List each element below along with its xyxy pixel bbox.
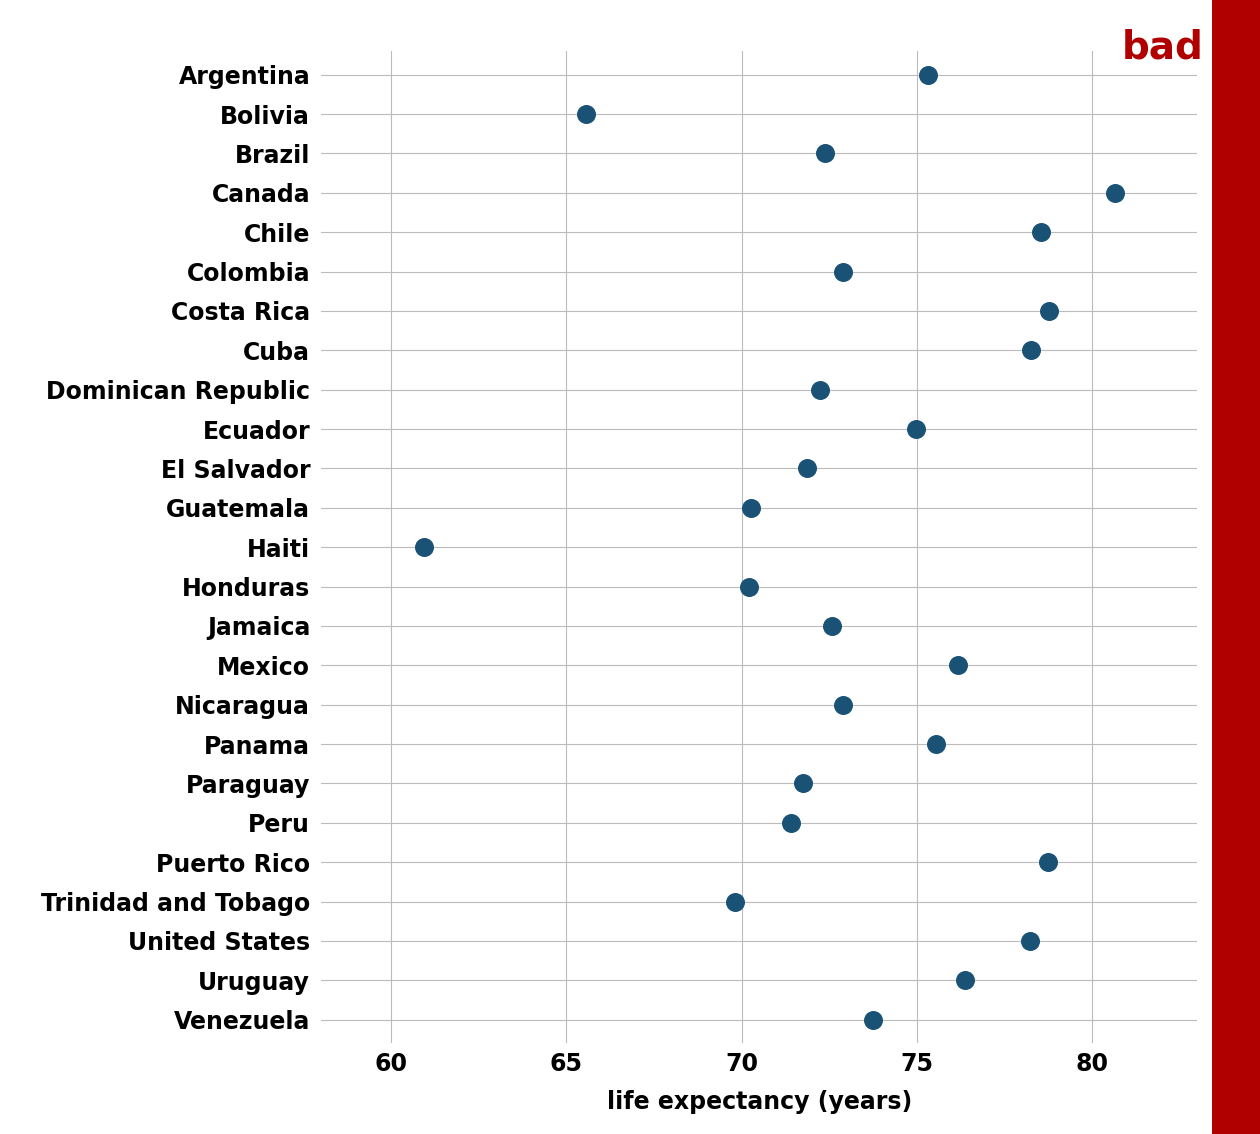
Point xyxy=(798,459,818,477)
Point xyxy=(1038,853,1058,871)
Point xyxy=(815,144,835,162)
Point xyxy=(917,66,937,84)
Point xyxy=(1040,302,1060,320)
Point xyxy=(833,262,853,280)
Point xyxy=(833,695,853,713)
Point xyxy=(741,499,761,517)
Point xyxy=(822,617,842,635)
Point xyxy=(863,1010,883,1029)
Point xyxy=(1021,932,1041,950)
Point xyxy=(906,420,926,438)
Point xyxy=(949,657,969,675)
Point xyxy=(926,735,946,753)
Text: bad: bad xyxy=(1121,28,1203,67)
Point xyxy=(1022,341,1042,359)
Point xyxy=(781,814,801,832)
Point xyxy=(738,577,759,595)
Point xyxy=(810,381,830,399)
Point xyxy=(1031,223,1051,242)
Point xyxy=(1105,184,1125,202)
Point xyxy=(576,105,596,124)
Point xyxy=(726,892,746,911)
Point xyxy=(793,775,813,793)
Point xyxy=(955,971,975,989)
Point xyxy=(413,539,433,557)
X-axis label: life expectancy (years): life expectancy (years) xyxy=(606,1090,912,1114)
